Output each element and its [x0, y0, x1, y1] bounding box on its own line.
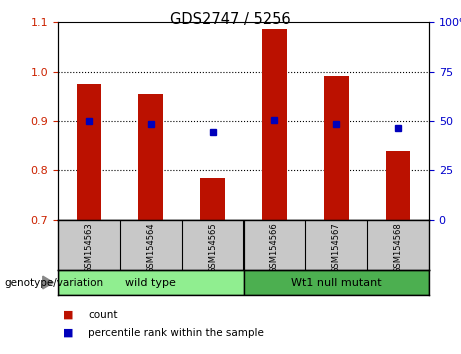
Bar [386, 151, 410, 220]
Bar [262, 29, 287, 220]
Bar [77, 84, 101, 220]
Bar [58, 270, 243, 295]
Text: percentile rank within the sample: percentile rank within the sample [88, 328, 264, 338]
Text: GDS2747 / 5256: GDS2747 / 5256 [170, 12, 291, 27]
Text: Wt1 null mutant: Wt1 null mutant [291, 278, 382, 287]
Text: genotype/variation: genotype/variation [5, 278, 104, 287]
Text: GSM154568: GSM154568 [394, 223, 402, 273]
Bar [200, 178, 225, 220]
Text: ■: ■ [63, 310, 73, 320]
Text: ■: ■ [63, 328, 73, 338]
Text: GSM154565: GSM154565 [208, 223, 217, 273]
Text: GSM154567: GSM154567 [332, 223, 341, 273]
Text: GSM154563: GSM154563 [84, 223, 94, 273]
Text: wild type: wild type [125, 278, 176, 287]
Text: GSM154564: GSM154564 [146, 223, 155, 273]
Bar [324, 76, 349, 220]
Bar [138, 94, 163, 220]
Bar [243, 270, 429, 295]
Text: GSM154566: GSM154566 [270, 223, 279, 273]
Text: count: count [88, 310, 118, 320]
Polygon shape [43, 276, 53, 289]
